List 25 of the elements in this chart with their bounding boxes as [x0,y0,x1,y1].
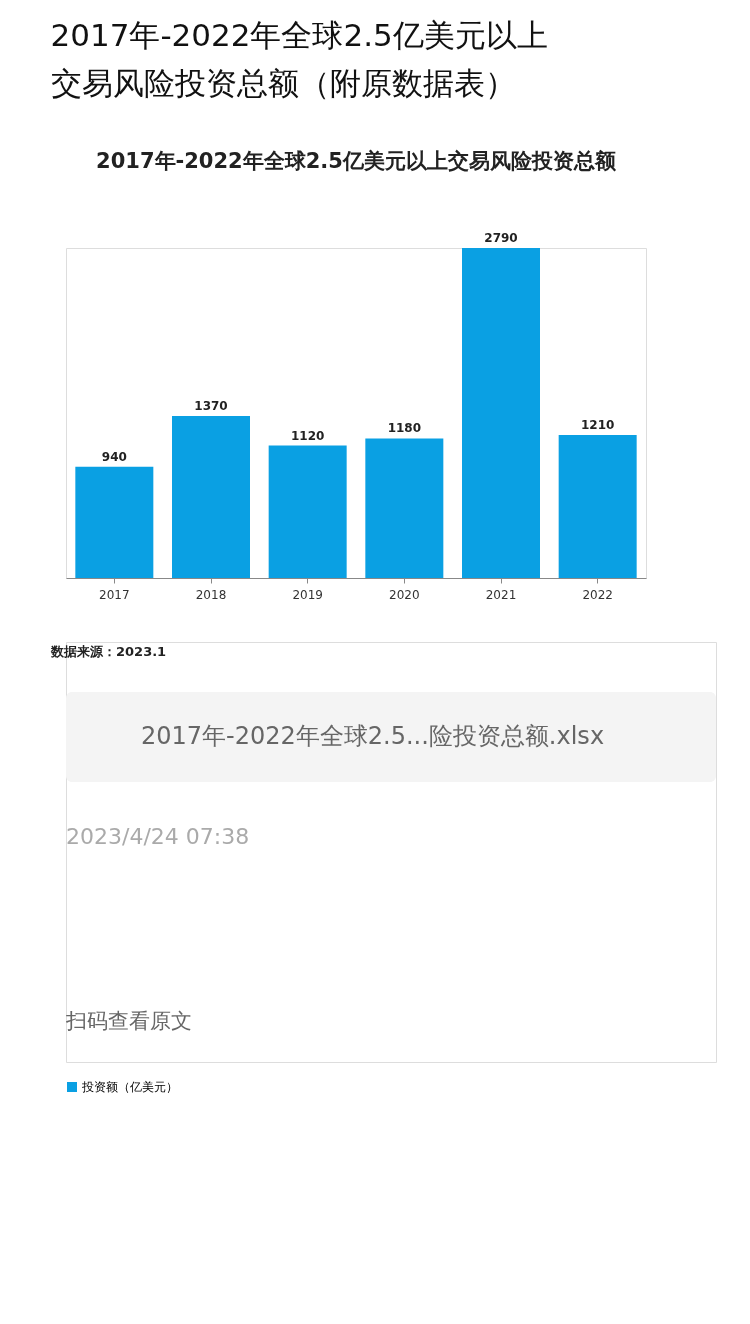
data-label: 2790 [484,231,518,245]
bar [75,466,154,578]
x-tick-label: 2022 [582,587,613,602]
legend-label: 投资额（亿美元） [81,1080,178,1094]
x-tick-label: 2020 [389,587,420,602]
source-note: 数据来源：2023.1 [50,644,167,659]
data-label: 1180 [387,421,422,436]
chart-subtitle: 2017年-2022年全球2.5亿美元以上交易风险投资总额 [96,149,617,173]
bar [462,248,540,578]
x-tick-label: 2021 [485,587,517,602]
bar [172,415,250,578]
chart-title: 2017年-2022年全球2.5亿美元以上交易风险投资总额（附原数据表） [50,16,548,101]
data-label: 1210 [580,417,615,432]
bar [268,445,347,578]
x-tick-label: 2018 [195,587,227,602]
x-tick-label: 2017 [99,587,130,602]
x-tick-label: 2019 [292,587,323,602]
data-label: 1120 [290,428,325,443]
data-label: 940 [101,449,127,464]
text: 2017年-2022年全球2.5...险投资总额.xlsx [141,722,605,750]
text: 2023/4/24 07:38 [66,824,250,849]
text: 扫码查看原文 [65,1009,192,1033]
bar [558,434,637,578]
bar [365,438,444,578]
data-label: 1370 [194,398,228,413]
